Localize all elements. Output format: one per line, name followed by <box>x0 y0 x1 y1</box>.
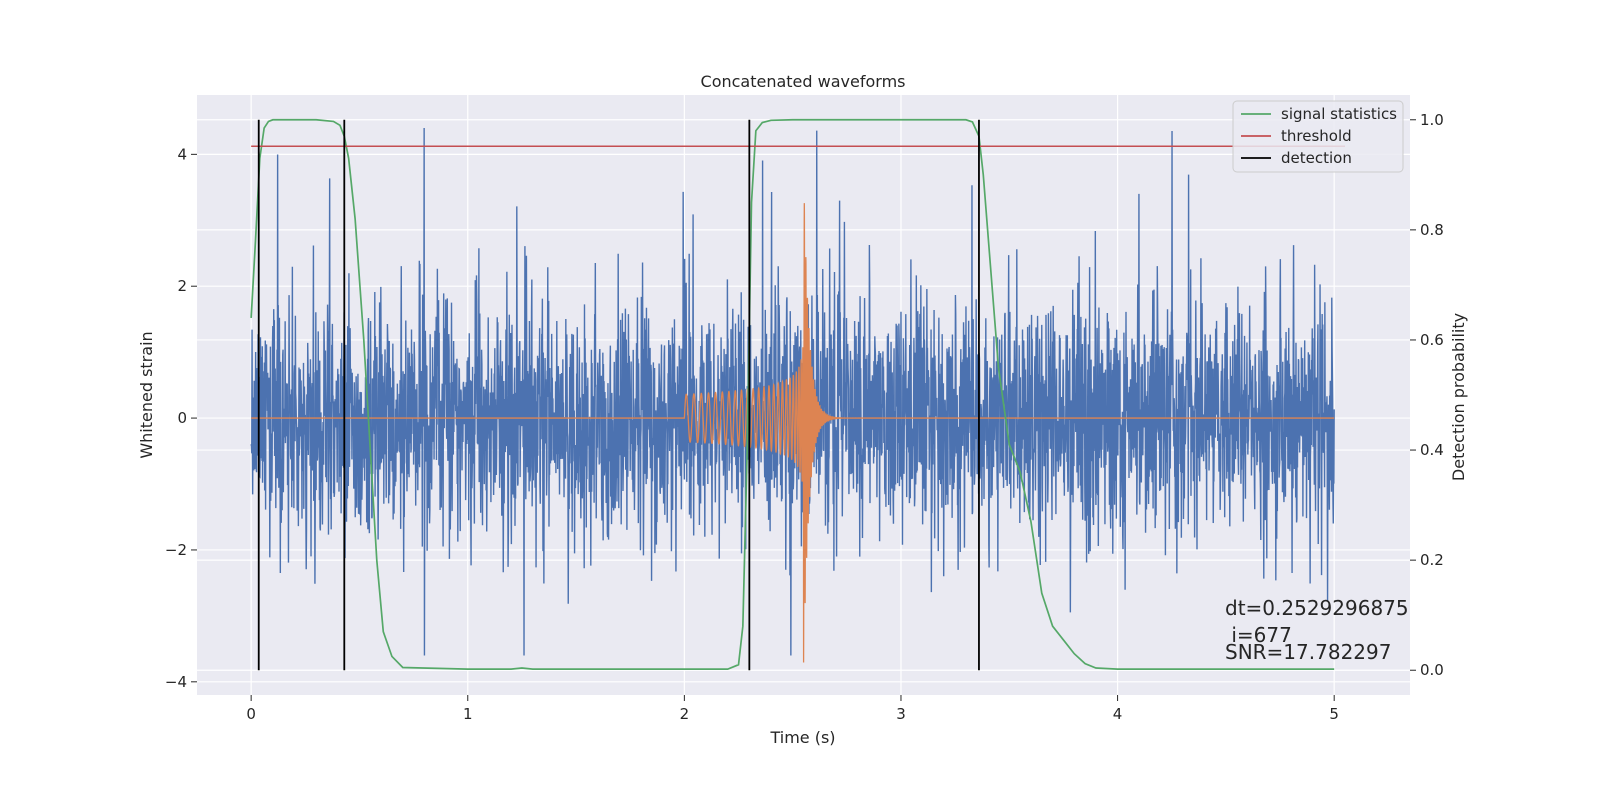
x-axis-ticks: 0 1 2 3 4 5 <box>246 695 1339 723</box>
annotation-dt: dt=0.2529296875 <box>1225 596 1409 620</box>
x-tick-label: 0 <box>246 705 256 723</box>
left-axis-ticks: −4 −2 0 2 4 <box>165 145 197 691</box>
annotation-snr: SNR=17.782297 <box>1225 640 1391 664</box>
x-tick-label: 2 <box>680 705 690 723</box>
right-y-axis-label: Detection probability <box>1449 313 1468 481</box>
right-tick-label: 0.8 <box>1420 221 1444 239</box>
right-tick-label: 0.0 <box>1420 661 1444 679</box>
left-tick-label: −2 <box>165 541 187 559</box>
legend-box <box>1232 100 1404 173</box>
legend-label-signal-statistics: signal statistics <box>1281 105 1397 123</box>
left-tick-label: −4 <box>165 673 187 691</box>
right-tick-label: 1.0 <box>1420 111 1444 129</box>
legend: signal statistics threshold detection <box>1232 100 1404 173</box>
right-tick-label: 0.6 <box>1420 331 1444 349</box>
left-tick-label: 4 <box>177 145 187 163</box>
x-tick-label: 4 <box>1113 705 1123 723</box>
left-tick-label: 0 <box>177 409 187 427</box>
annotation-index: i=677 <box>1225 623 1292 647</box>
legend-label-detection: detection <box>1281 149 1352 167</box>
left-tick-label: 2 <box>177 277 187 295</box>
x-tick-label: 5 <box>1329 705 1339 723</box>
chart-title: Concatenated waveforms <box>701 72 906 91</box>
right-tick-label: 0.2 <box>1420 551 1444 569</box>
detection-lines <box>257 119 980 671</box>
signal-statistics-line <box>250 118 1335 670</box>
right-tick-label: 0.4 <box>1420 441 1444 459</box>
legend-label-threshold: threshold <box>1281 127 1352 145</box>
left-y-axis-label: Whitened strain <box>137 331 156 458</box>
x-tick-label: 1 <box>463 705 473 723</box>
chirp-series-line <box>251 203 1335 663</box>
x-axis-label: Time (s) <box>769 728 835 747</box>
right-axis-ticks: 0.0 0.2 0.4 0.6 0.8 1.0 <box>1410 111 1444 679</box>
x-tick-label: 3 <box>896 705 906 723</box>
plot-content <box>250 118 1346 671</box>
